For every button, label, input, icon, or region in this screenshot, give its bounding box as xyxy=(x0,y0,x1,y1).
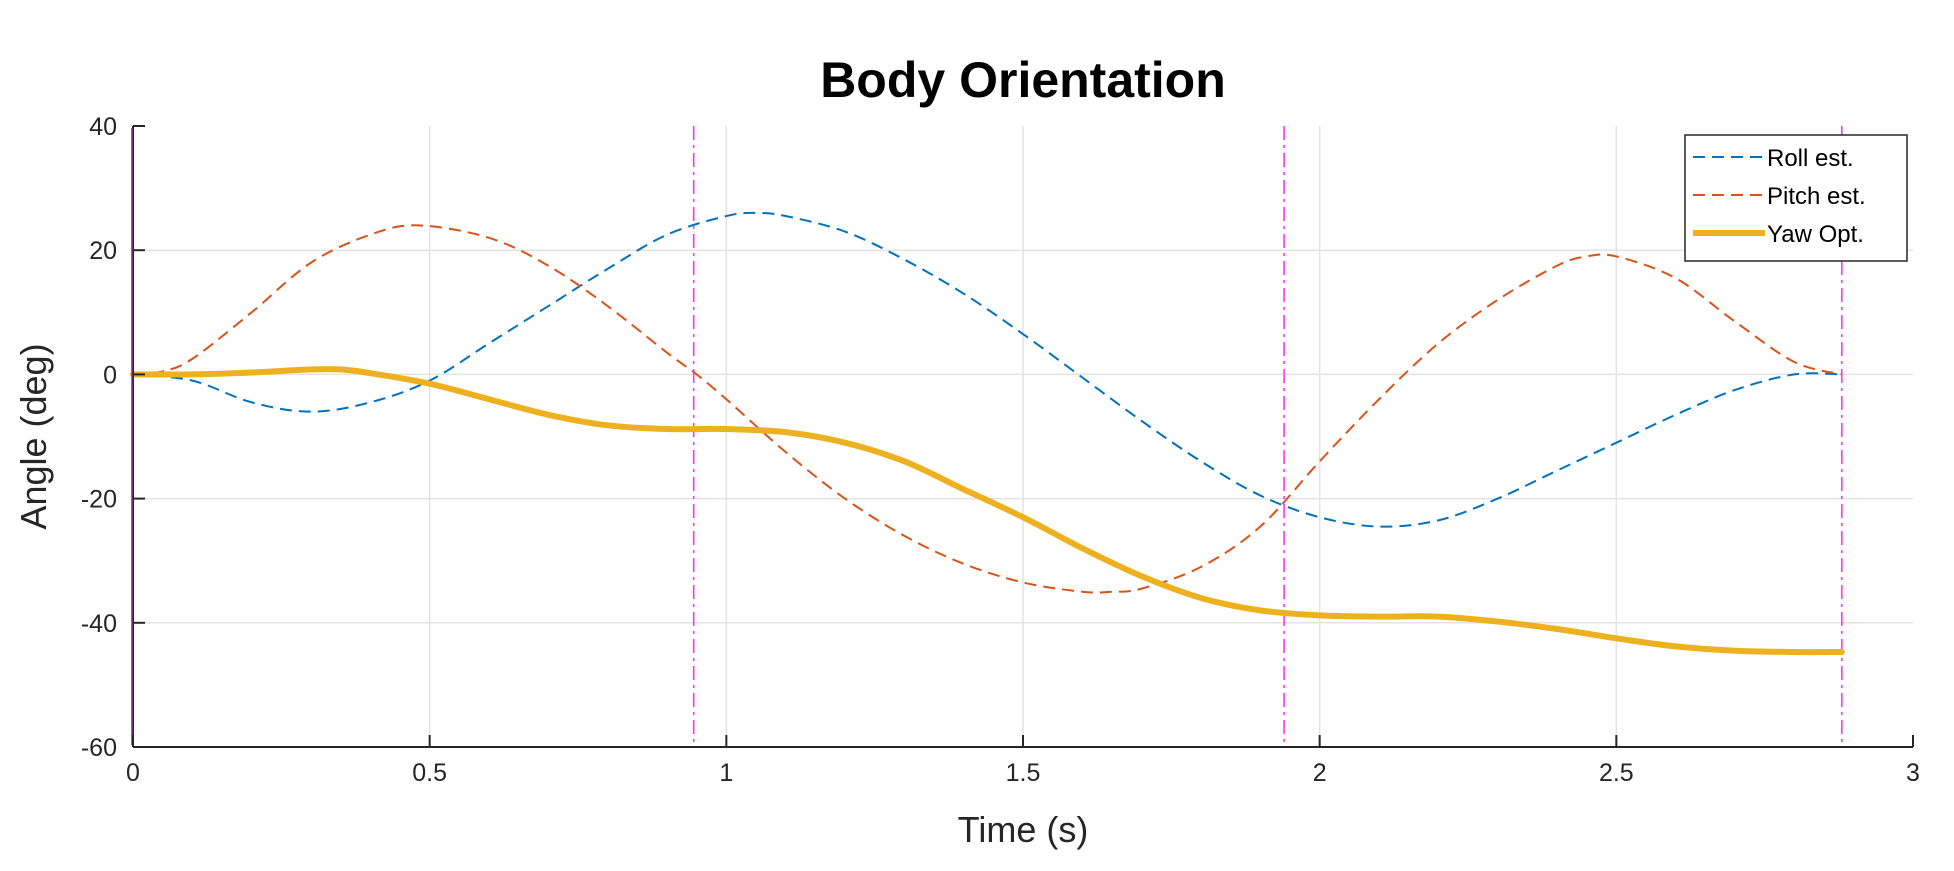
series-line-yaw-opt xyxy=(130,366,1845,656)
legend-label-1: Pitch est. xyxy=(1767,183,1866,210)
tick-labels: 0 0.5 1 1.5 2 2.5 3 40 20 0 -20 -40 -60 xyxy=(81,113,1920,787)
x-tick-label: 3 xyxy=(1906,759,1920,787)
x-tick-label: 0.5 xyxy=(412,759,447,787)
y-tick-label: 20 xyxy=(89,237,117,265)
legend-label-0: Roll est. xyxy=(1767,145,1854,172)
y-tick-label: -20 xyxy=(81,486,117,514)
y-tick-label: -40 xyxy=(81,610,117,638)
x-axis-label: Time (s) xyxy=(958,809,1089,850)
chart-title: Body Orientation xyxy=(820,52,1226,108)
vertical-markers xyxy=(692,126,1843,747)
x-tick-label: 0 xyxy=(126,759,140,787)
y-axis-label: Angle (deg) xyxy=(13,343,54,529)
legend-label-2: Yaw Opt. xyxy=(1767,221,1864,248)
legend: Roll est. Pitch est. Yaw Opt. xyxy=(1684,134,1908,262)
y-tick-label: 40 xyxy=(89,113,117,141)
series-line-pitch-est xyxy=(132,224,1843,594)
x-tick-label: 1 xyxy=(719,759,733,787)
grid-layer xyxy=(133,126,1913,747)
y-tick-label: -60 xyxy=(81,734,117,762)
x-tick-label: 2 xyxy=(1313,759,1327,787)
x-tick-label: 1.5 xyxy=(1006,759,1041,787)
axes xyxy=(131,125,1914,748)
series-layer xyxy=(130,211,1845,656)
y-tick-label: 0 xyxy=(103,361,117,389)
x-tick-label: 2.5 xyxy=(1599,759,1634,787)
